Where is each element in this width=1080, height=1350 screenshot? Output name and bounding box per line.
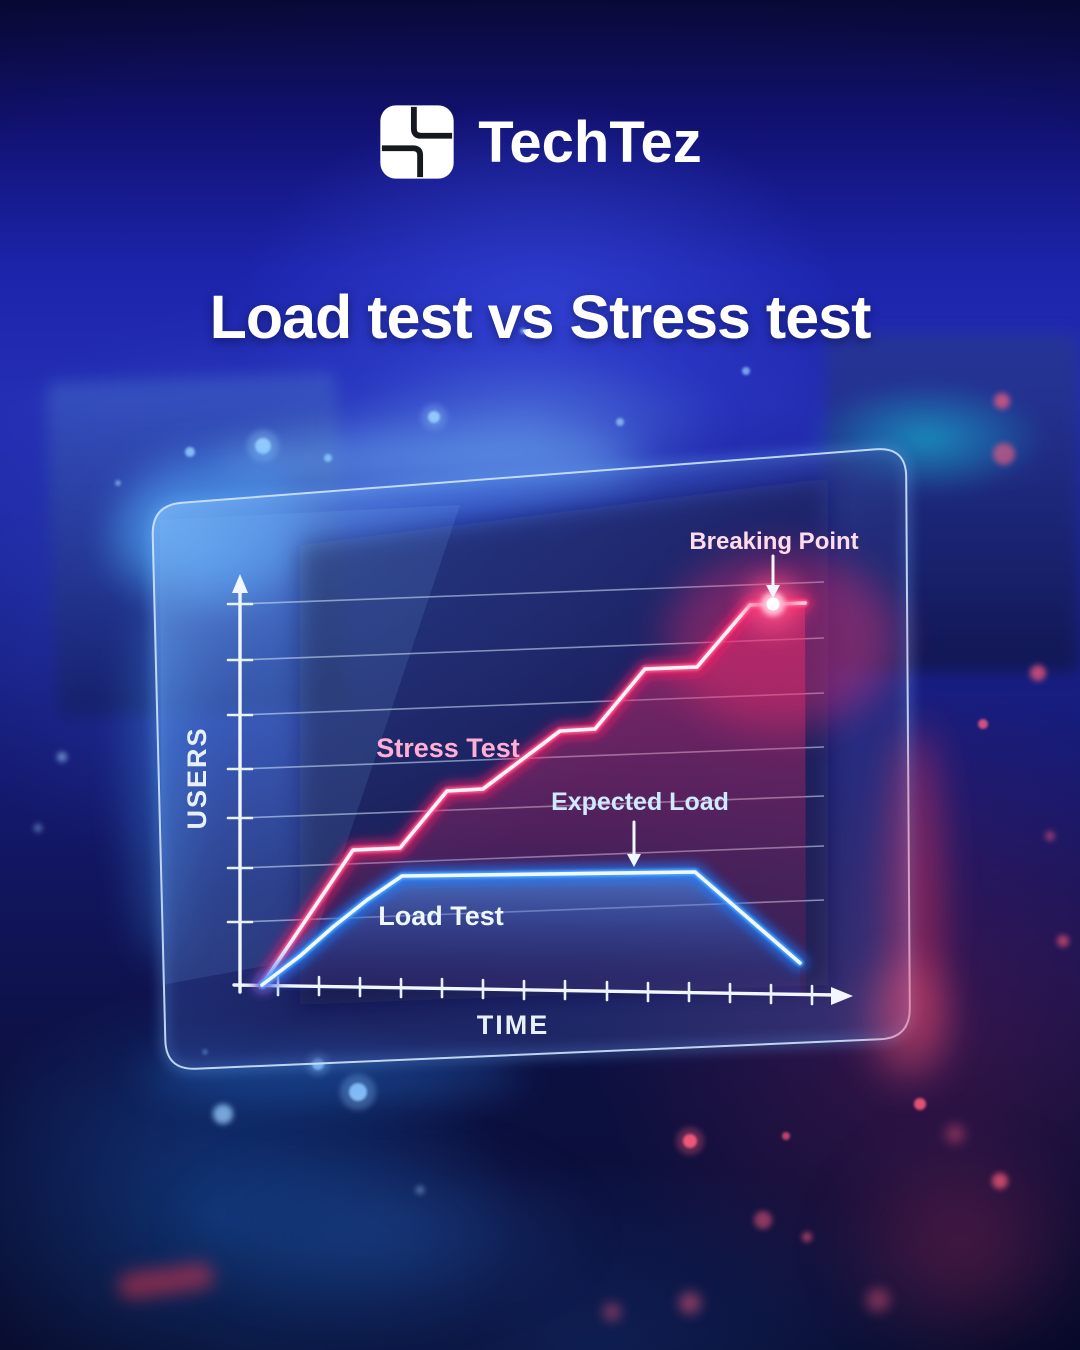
bokeh-red-dots — [603, 393, 1069, 1321]
y-axis-label: USERS — [182, 726, 212, 829]
breaking-point-ambient-glow — [667, 552, 897, 728]
expected-load-label: Expected Load — [551, 788, 729, 816]
x-axis-label: TIME — [477, 1010, 550, 1040]
y-axis-ticks — [226, 602, 254, 924]
window-grid-icon — [380, 105, 454, 179]
breaking-point-label: Breaking Point — [689, 528, 858, 555]
floor-reflection-red — [830, 1130, 1080, 1350]
y-axis — [226, 574, 254, 994]
stress-test-label: Stress Test — [376, 733, 520, 763]
expected-load-arrow — [627, 820, 641, 867]
panel-sheen — [160, 505, 460, 985]
load-test-line — [255, 865, 807, 992]
load-test-label: Load Test — [378, 901, 504, 931]
x-axis — [232, 975, 853, 1006]
x-axis-ticks — [276, 975, 814, 1006]
y-axis-arrowhead — [232, 574, 248, 593]
panel-right-red-glow-2 — [868, 960, 948, 1080]
brand-logo: TechTez — [0, 100, 1080, 184]
x-axis-arrowhead — [831, 987, 853, 1005]
page-title: Load test vs Stress test — [209, 283, 872, 351]
breaking-point-marker — [747, 578, 799, 630]
breaking-point-arrow — [766, 554, 780, 598]
brand-name: TechTez — [478, 109, 702, 175]
stress-test-line — [255, 596, 812, 992]
floor-reflection-blue — [170, 1140, 600, 1320]
load-test-area — [262, 872, 801, 994]
